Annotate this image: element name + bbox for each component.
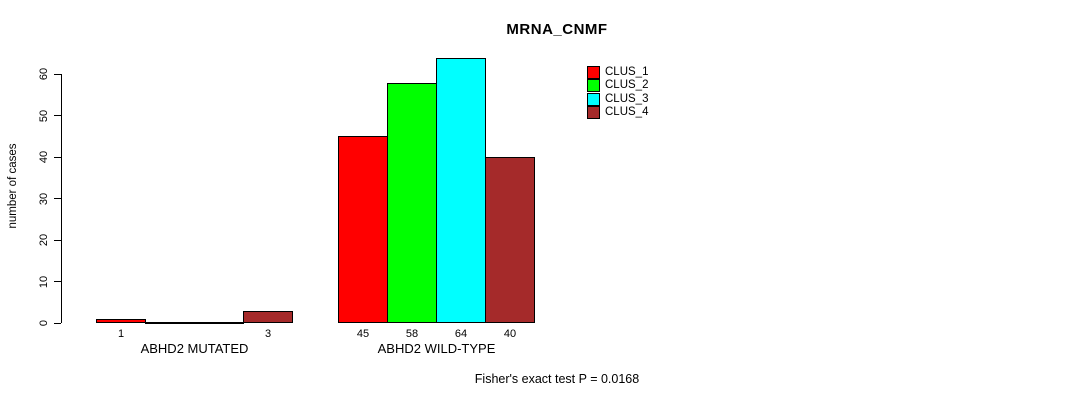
legend-label: CLUS_4: [605, 106, 649, 119]
bar: [145, 322, 195, 324]
bar: [436, 58, 486, 323]
bar-value-label: 40: [503, 328, 517, 340]
x-axis-group-label: ABHD2 WILD-TYPE: [377, 341, 496, 356]
y-axis-tick: [54, 73, 61, 75]
legend-color-swatch: [587, 92, 600, 106]
y-axis-tick-label: 20: [38, 233, 50, 247]
bar-value-label: 64: [454, 328, 468, 340]
y-axis-tick-label: 50: [38, 109, 50, 122]
legend-color-swatch: [587, 66, 600, 80]
y-axis-tick: [54, 322, 61, 324]
legend: CLUS_1 CLUS_2 CLUS_3 CLUS_4: [587, 66, 649, 120]
bar-value-label: 45: [356, 328, 370, 340]
y-axis-tick: [54, 281, 61, 283]
legend-label: CLUS_1: [605, 66, 649, 79]
x-axis-group-label: ABHD2 MUTATED: [140, 341, 249, 356]
bar: [194, 322, 244, 324]
legend-item: CLUS_3: [587, 92, 649, 106]
legend-label: CLUS_3: [605, 92, 649, 105]
fisher-test-footnote: Fisher's exact test P = 0.0168: [474, 372, 640, 386]
legend-color-swatch: [587, 79, 600, 93]
y-axis-tick: [54, 198, 61, 200]
legend-label: CLUS_2: [605, 79, 649, 92]
y-axis-title: number of cases: [7, 143, 19, 229]
y-axis-tick: [54, 239, 61, 241]
y-axis-tick-label: 10: [38, 275, 50, 288]
legend-color-swatch: [587, 106, 600, 120]
chart-title: MRNA_CNMF: [506, 21, 608, 38]
y-axis-tick-label: 40: [38, 151, 50, 164]
bar: [387, 83, 437, 323]
bar: [338, 136, 388, 323]
y-axis-tick-label: 0: [38, 319, 50, 327]
y-axis-line: [61, 74, 62, 323]
y-axis-tick-label: 30: [38, 192, 50, 205]
y-axis-tick-label: 60: [38, 68, 50, 81]
y-axis-tick: [54, 156, 61, 158]
legend-item: CLUS_4: [587, 106, 649, 120]
legend-item: CLUS_1: [587, 66, 649, 80]
bar: [96, 319, 146, 323]
bar: [243, 311, 293, 323]
bar: [485, 157, 535, 323]
bar-value-label: 58: [405, 328, 419, 340]
bar-value-label: 3: [264, 328, 272, 340]
bar-value-label: 1: [117, 328, 125, 340]
y-axis-tick: [54, 115, 61, 117]
legend-item: CLUS_2: [587, 79, 649, 93]
